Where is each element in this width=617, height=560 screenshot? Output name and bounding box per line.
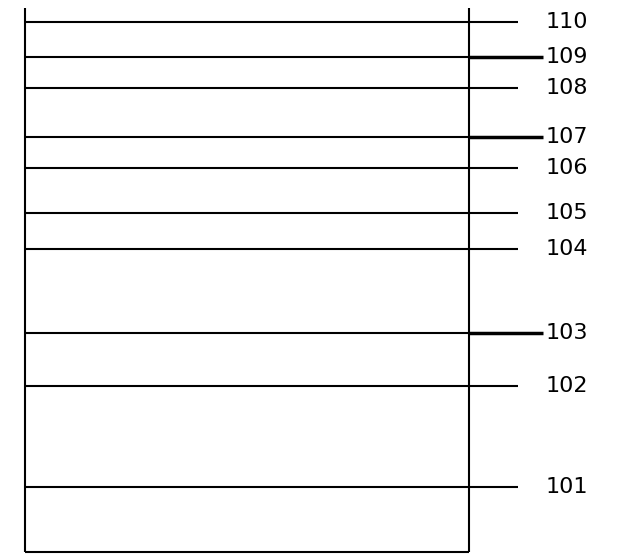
Text: 107: 107 [546, 127, 589, 147]
Text: 101: 101 [546, 477, 589, 497]
Text: 102: 102 [546, 376, 589, 396]
Text: 105: 105 [546, 203, 589, 223]
Text: 108: 108 [546, 78, 589, 98]
Text: 109: 109 [546, 47, 589, 67]
Text: 110: 110 [546, 12, 589, 32]
Text: 104: 104 [546, 239, 589, 259]
Text: 106: 106 [546, 158, 589, 178]
Text: 103: 103 [546, 323, 589, 343]
